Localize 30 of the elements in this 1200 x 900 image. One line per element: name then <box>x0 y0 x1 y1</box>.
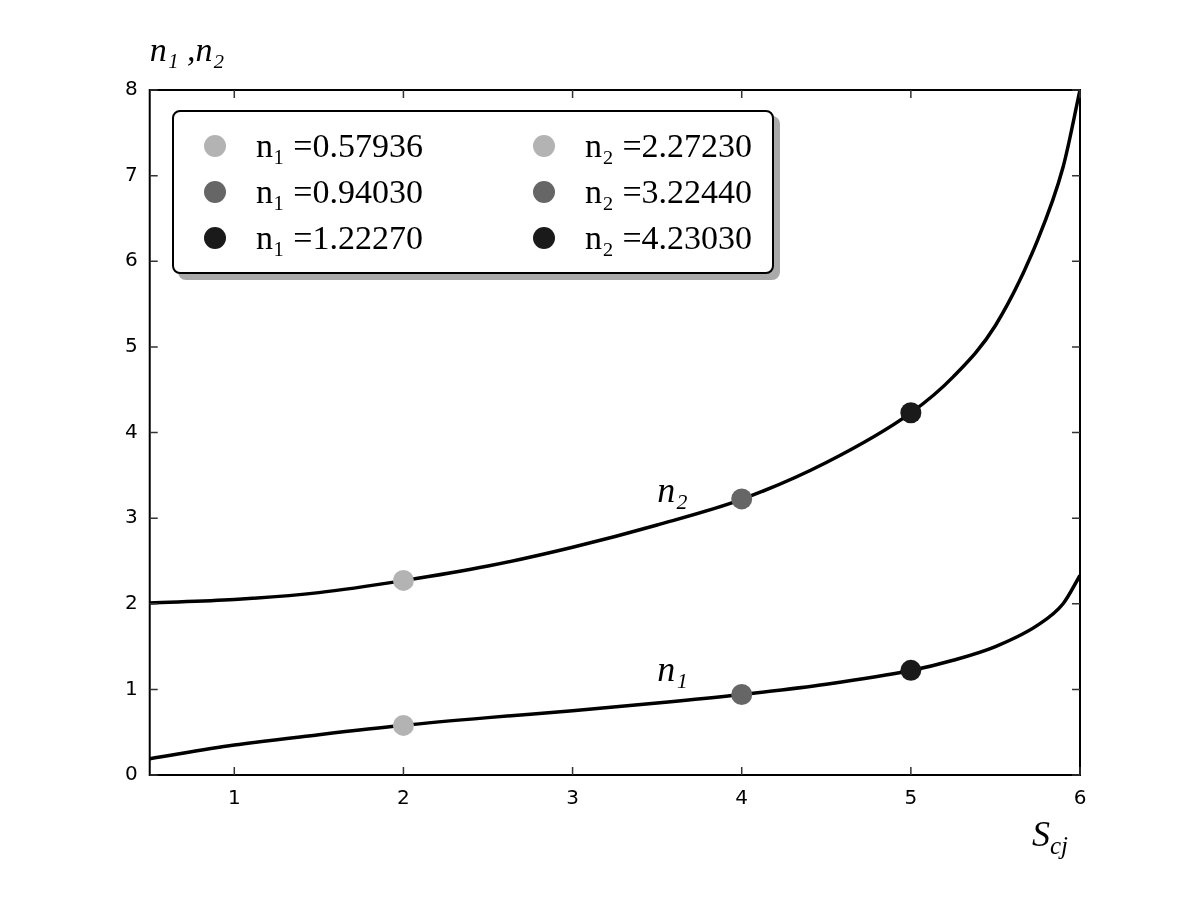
x-tick-label: 1 <box>227 785 241 810</box>
x-tick-label: 6 <box>1073 785 1087 810</box>
point <box>392 569 414 591</box>
legend-label: n₁ =0.94030 <box>256 172 424 212</box>
x-tick-label: 4 <box>735 785 749 810</box>
point <box>392 714 414 736</box>
legend-label: n₂ =3.22440 <box>585 172 753 212</box>
y-tick-label: 5 <box>124 333 138 358</box>
series-label: n₁ <box>657 648 688 689</box>
legend-label: n₁ =0.57936 <box>256 126 424 166</box>
y-axis-title: n₁ ,n₂ <box>149 30 225 68</box>
y-tick-label: 7 <box>124 161 138 186</box>
point <box>900 659 922 681</box>
legend-label: n₂ =2.27230 <box>585 126 753 166</box>
y-tick-label: 2 <box>124 589 138 614</box>
point <box>900 402 922 424</box>
legend-label: n₂ =4.23030 <box>585 218 753 258</box>
legend-label: n₁ =1.22270 <box>256 218 424 258</box>
x-tick-label: 3 <box>566 785 579 810</box>
y-tick-label: 8 <box>124 76 138 101</box>
x-tick-label: 2 <box>397 785 410 810</box>
y-tick-label: 4 <box>124 418 138 443</box>
y-tick-label: 0 <box>124 761 138 786</box>
y-tick-label: 3 <box>124 504 138 529</box>
point <box>731 683 753 705</box>
point <box>731 488 753 510</box>
y-tick-label: 6 <box>124 247 138 272</box>
x-tick-label: 5 <box>904 785 918 810</box>
y-tick-label: 1 <box>124 675 138 700</box>
series-label: n₂ <box>657 470 688 511</box>
